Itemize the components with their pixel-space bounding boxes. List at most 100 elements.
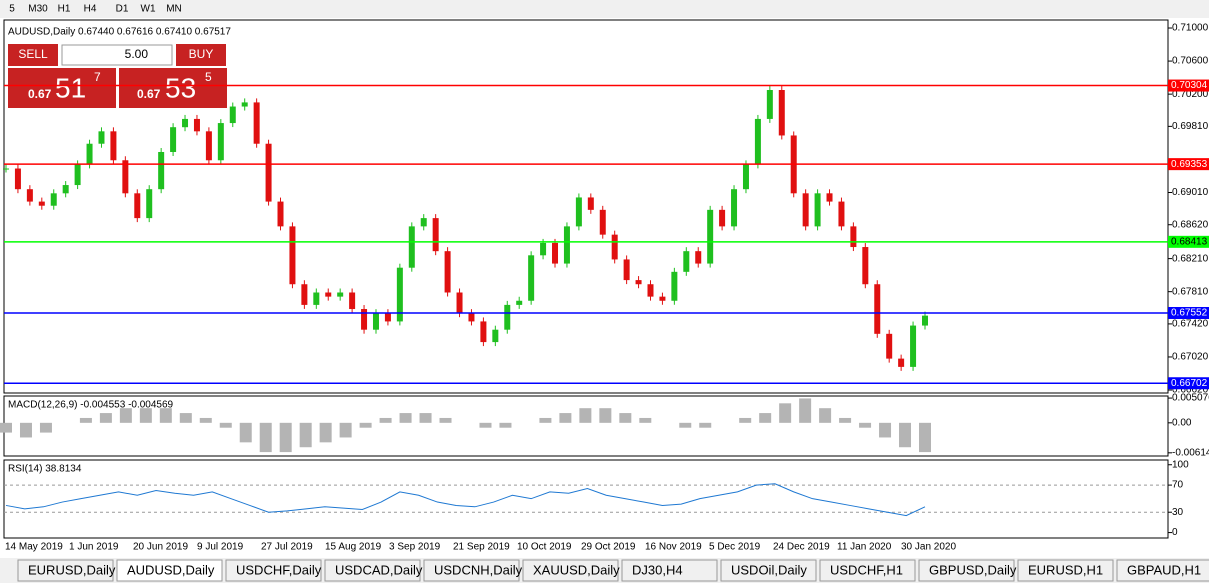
histogram-bar — [19, 422, 32, 438]
y-tick-label: 0.66620 — [1172, 385, 1209, 396]
level-label: 0.66702 — [1171, 378, 1208, 389]
candle — [396, 267, 403, 322]
tab[interactable] — [225, 559, 322, 582]
tab-label[interactable]: GBPUSD,Daily — [929, 562, 1017, 577]
histogram-bar — [739, 417, 752, 423]
candle — [182, 118, 189, 128]
tab[interactable] — [17, 559, 114, 582]
tab-label[interactable]: USDCAD,Daily — [335, 562, 423, 577]
sell-label[interactable]: SELL — [18, 47, 48, 61]
candle — [528, 255, 535, 301]
y-tick-label: 0.69810 — [1172, 121, 1209, 132]
histogram-bar — [419, 413, 432, 423]
tab-label[interactable]: AUDUSD,Daily — [127, 562, 215, 577]
histogram-bar — [239, 422, 252, 443]
histogram-bar — [0, 422, 12, 433]
sell-button[interactable] — [8, 44, 58, 66]
tab-label[interactable]: GBPAUD,H1 — [1127, 562, 1201, 577]
candle — [62, 185, 69, 194]
lots-input[interactable] — [61, 44, 173, 66]
candle — [170, 127, 177, 152]
histogram-bar — [559, 413, 572, 423]
tab[interactable] — [1116, 559, 1209, 582]
timeframe-button[interactable]: W1 — [141, 4, 156, 15]
tab[interactable] — [819, 559, 916, 582]
tab[interactable] — [720, 559, 817, 582]
tab-label[interactable]: USDCHF,H1 — [830, 562, 903, 577]
tab[interactable] — [621, 559, 718, 582]
timeframe-button[interactable]: H4 — [84, 4, 97, 15]
tab[interactable] — [423, 559, 520, 582]
candle — [695, 251, 702, 264]
timeframe-button[interactable]: H1 — [58, 4, 71, 15]
x-tick-label: 30 Jan 2020 — [901, 542, 956, 553]
candle — [838, 201, 845, 227]
candle — [420, 218, 427, 227]
candle — [456, 292, 463, 314]
candle — [98, 131, 105, 144]
candle — [563, 226, 570, 264]
tab[interactable] — [116, 559, 223, 582]
x-tick-label: 21 Sep 2019 — [453, 542, 510, 553]
x-tick-label: 15 Aug 2019 — [325, 542, 382, 553]
candle — [647, 284, 654, 297]
level-label: 0.70304 — [1171, 80, 1208, 91]
tab-label[interactable]: XAUUSD,Daily — [533, 562, 620, 577]
bid-box[interactable] — [8, 68, 116, 108]
y-tick-label: 0.67020 — [1172, 352, 1209, 363]
candle — [826, 193, 833, 202]
histogram-bar — [179, 413, 192, 423]
candle — [3, 168, 9, 170]
candle — [408, 226, 415, 268]
y-tick-label: 30 — [1172, 507, 1184, 518]
candle — [516, 300, 523, 305]
candle — [874, 284, 881, 334]
candle — [325, 292, 332, 297]
tab-label[interactable]: USDCHF,Daily — [236, 562, 322, 577]
tab[interactable] — [324, 559, 421, 582]
candle — [86, 143, 93, 165]
level-label-box — [1168, 306, 1209, 319]
y-tick-label: 0.00 — [1172, 417, 1192, 428]
tab[interactable] — [522, 559, 619, 582]
timeframe-button[interactable]: M30 — [28, 4, 48, 15]
histogram-bar — [79, 417, 92, 423]
tab-label[interactable]: DJ30,H4 — [632, 562, 683, 577]
tab-label[interactable]: USDOil,Daily — [731, 562, 807, 577]
histogram-bar — [679, 422, 692, 428]
histogram-bar — [779, 403, 792, 423]
tab-label[interactable]: EURUSD,Daily — [28, 562, 116, 577]
rsi-title: RSI(14) 38.8134 — [8, 464, 82, 475]
ask-box[interactable] — [119, 68, 227, 108]
tab-label[interactable]: USDCNH,Daily — [434, 562, 523, 577]
candle — [862, 247, 869, 285]
level-label-box — [1168, 377, 1209, 390]
histogram-bar — [439, 417, 452, 423]
timeframe-button[interactable]: D1 — [116, 4, 129, 15]
candle — [802, 193, 809, 227]
candle — [480, 321, 487, 343]
candle — [277, 201, 284, 227]
candle — [289, 226, 296, 285]
y-tick-label: 0.71000 — [1172, 23, 1209, 34]
tab[interactable] — [918, 559, 1015, 582]
histogram-bar — [299, 422, 312, 448]
tab[interactable] — [1017, 559, 1114, 582]
buy-button[interactable] — [176, 44, 226, 66]
candle — [361, 309, 368, 330]
candle — [14, 168, 21, 190]
buy-label[interactable]: BUY — [189, 47, 214, 61]
histogram-bar — [319, 422, 332, 443]
candle — [814, 193, 821, 227]
lots[interactable]: 5.00 — [125, 47, 149, 61]
tab-label[interactable]: EURUSD,H1 — [1028, 562, 1103, 577]
timeframe-button[interactable]: MN — [166, 4, 182, 15]
timeframe-button[interactable]: 5 — [9, 4, 15, 15]
y-tick-label: 0.68210 — [1172, 253, 1209, 264]
candle — [683, 251, 690, 272]
candle — [110, 131, 117, 161]
y-tick-label: 0.68620 — [1172, 219, 1209, 230]
x-tick-label: 3 Sep 2019 — [389, 542, 441, 553]
x-tick-label: 11 Jan 2020 — [837, 542, 892, 553]
